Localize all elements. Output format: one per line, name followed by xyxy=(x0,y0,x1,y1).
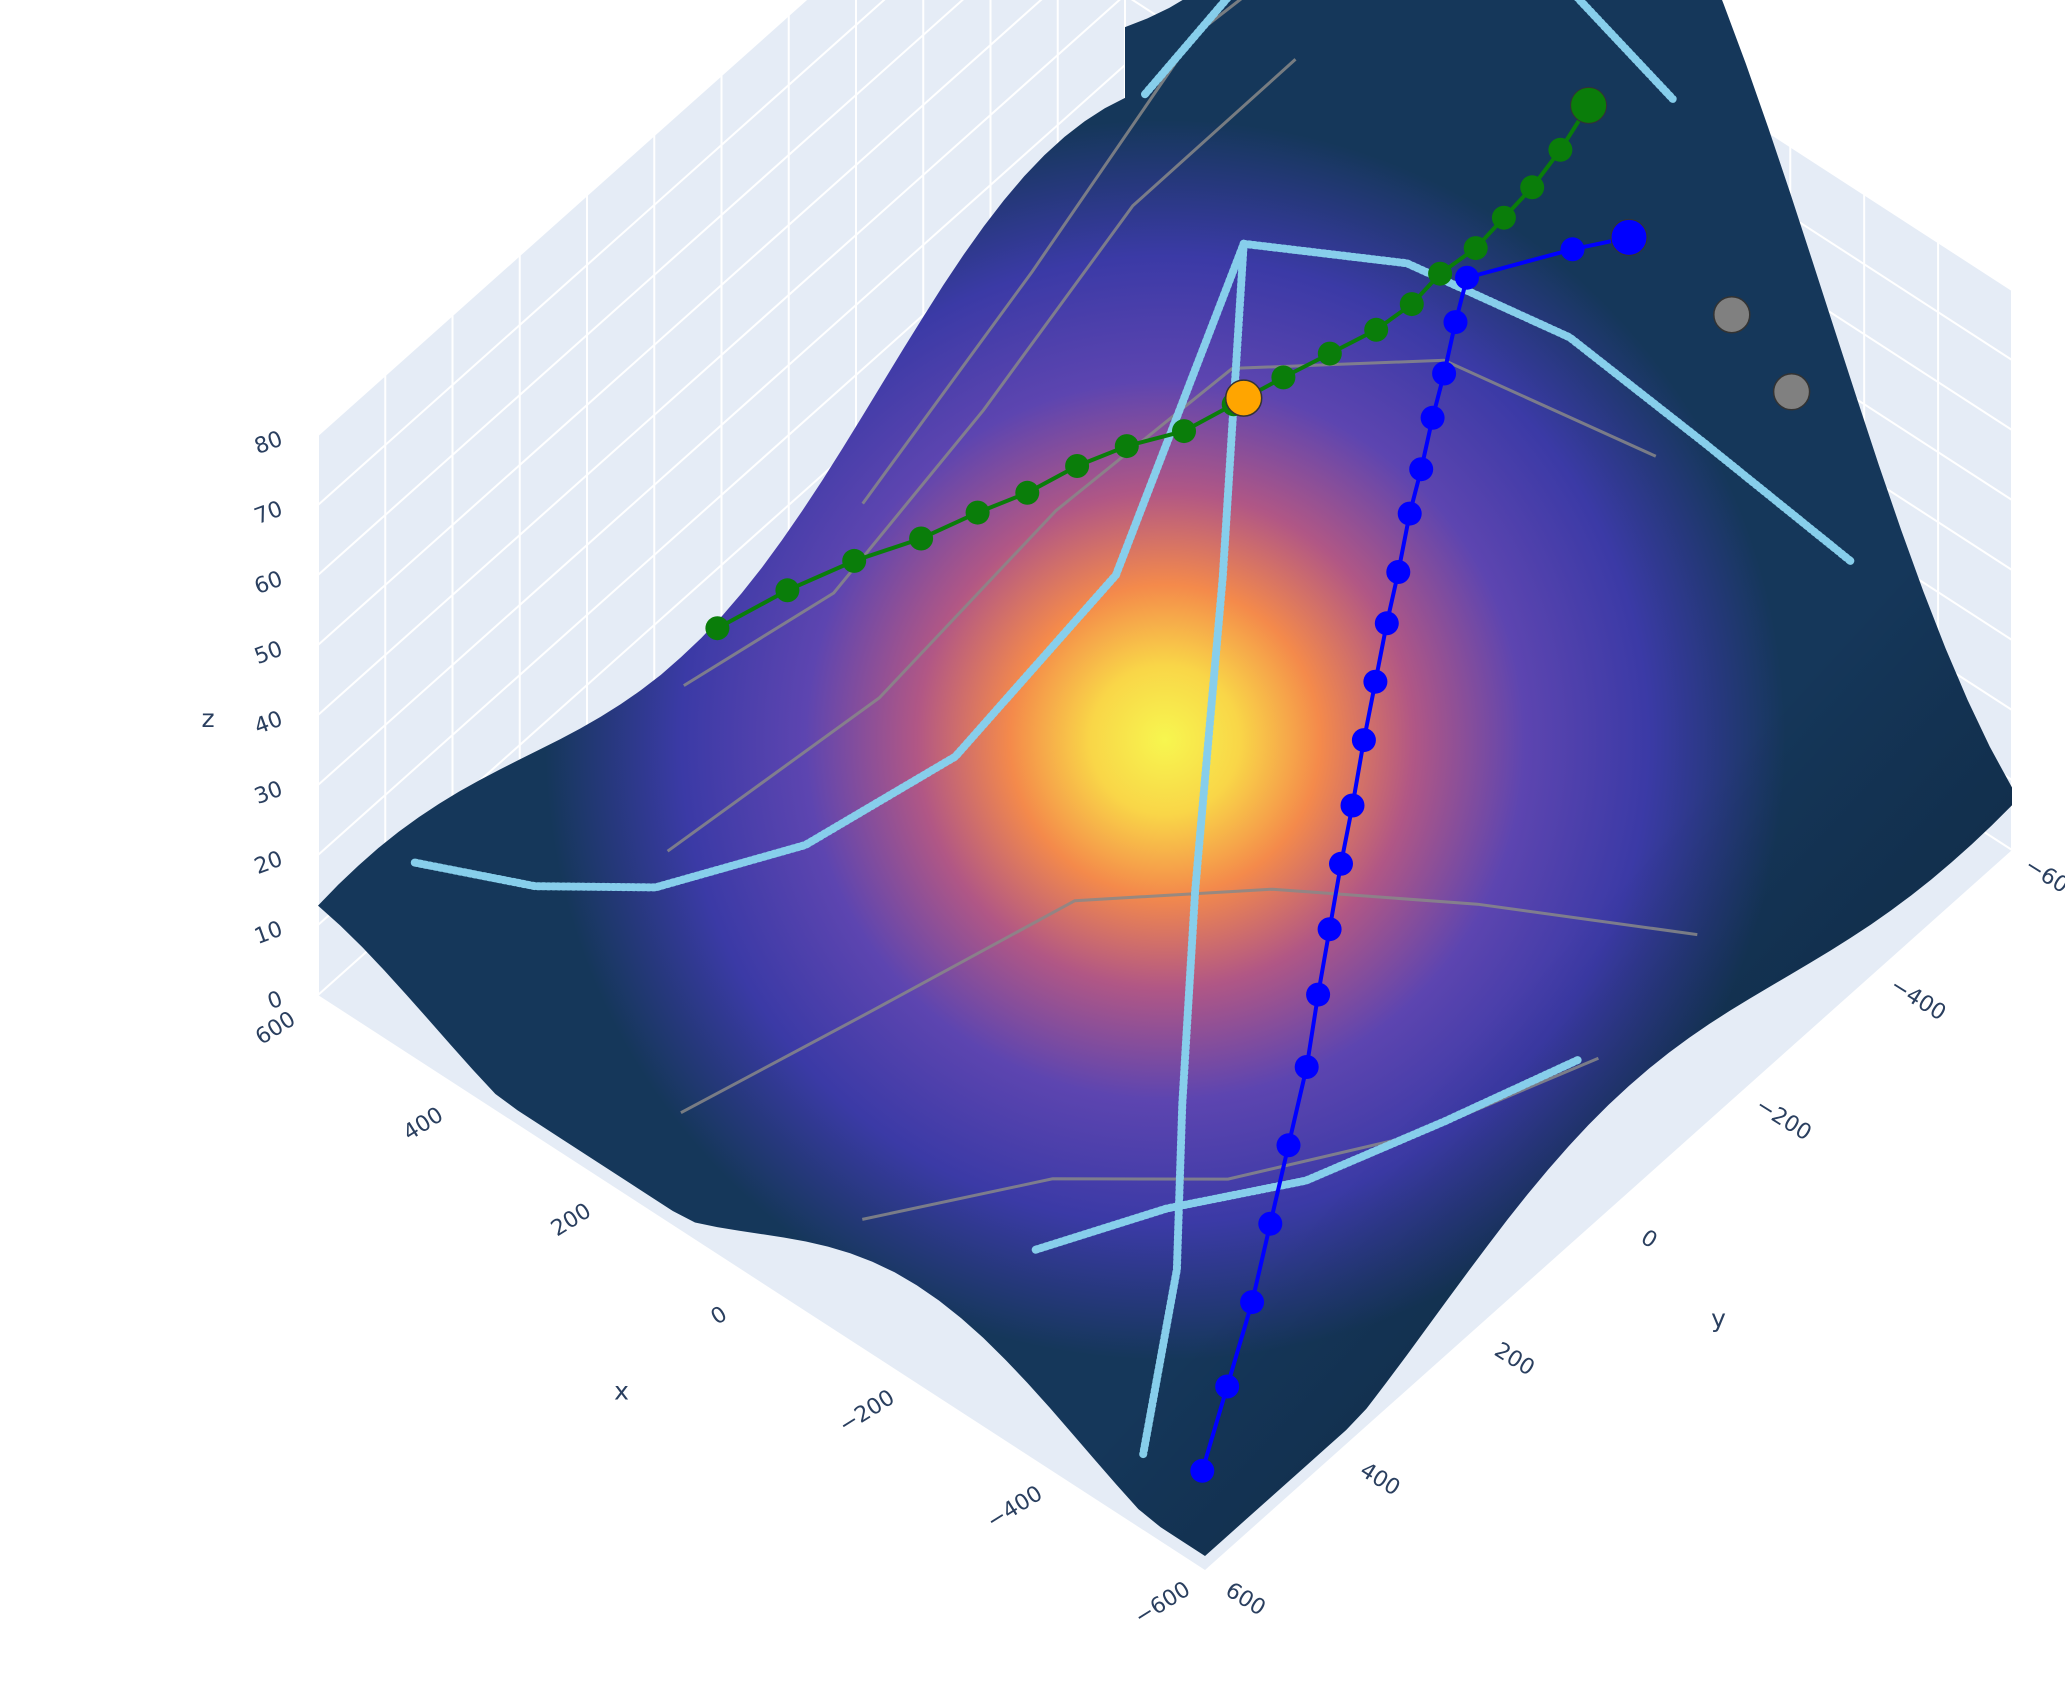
z-tick-label: 20 xyxy=(251,847,286,880)
stream-path-4 xyxy=(1141,0,1677,103)
trace-layer xyxy=(705,86,1811,1483)
blue-path-point[interactable] xyxy=(1374,611,1399,636)
blue-path-point[interactable] xyxy=(1386,560,1411,584)
x-tick-label: 400 xyxy=(399,1103,448,1146)
blue-path-point[interactable] xyxy=(1610,218,1648,256)
blue-path-point[interactable] xyxy=(1420,405,1445,430)
blue-path-point[interactable] xyxy=(1317,917,1342,942)
blue-path-point[interactable] xyxy=(1340,793,1365,818)
blue-path-point[interactable] xyxy=(1329,851,1353,876)
blue-path-point[interactable] xyxy=(1258,1211,1283,1236)
stream-path-0 xyxy=(410,239,1248,892)
green-path-point[interactable] xyxy=(842,548,867,573)
blue-path-point[interactable] xyxy=(1306,982,1331,1007)
z-tick-label: 60 xyxy=(251,567,286,600)
green-path-point[interactable] xyxy=(1428,261,1453,286)
y-tick-label: 0 xyxy=(1636,1225,1661,1254)
gray-trail-3 xyxy=(861,0,1243,505)
z-tick-label: 10 xyxy=(251,917,286,950)
gray-trail-1 xyxy=(680,887,1698,1115)
y-tick-label: 200 xyxy=(1490,1338,1539,1381)
blue-path-point[interactable] xyxy=(1409,457,1434,482)
green-path-point[interactable] xyxy=(705,616,730,641)
y-tick-label: −600 xyxy=(2020,853,2065,906)
z-tick-label: 40 xyxy=(251,707,286,740)
green-path-point[interactable] xyxy=(965,500,990,525)
gray-trail-0 xyxy=(666,358,1657,853)
x-tick-label: −400 xyxy=(983,1481,1048,1534)
blue-path-line xyxy=(1200,235,1630,1472)
stream-path-3 xyxy=(1031,1056,1582,1254)
y-tick-label: 600 xyxy=(1221,1578,1270,1621)
x-tick-label: −600 xyxy=(1130,1577,1195,1630)
blue-path-point[interactable] xyxy=(1294,1055,1319,1079)
gridline-z-left xyxy=(317,0,1121,716)
z-tick-label: 50 xyxy=(251,637,286,670)
x-axis-title: x xyxy=(614,1377,629,1406)
green-path-point[interactable] xyxy=(775,578,800,603)
green-path-point[interactable] xyxy=(1491,205,1516,230)
green-path-point[interactable] xyxy=(1548,137,1573,162)
x-tick-label: 200 xyxy=(547,1199,596,1242)
gridline-z-left xyxy=(317,0,808,436)
blue-path-point[interactable] xyxy=(1397,501,1422,526)
gridline-z-left xyxy=(317,0,964,576)
blue-path-point[interactable] xyxy=(1215,1374,1240,1399)
blue-path-point[interactable] xyxy=(1432,361,1457,386)
z-tick-label: 30 xyxy=(251,777,286,810)
z-tick-label: 0 xyxy=(264,987,286,1015)
blue-path-point[interactable] xyxy=(1363,669,1388,694)
y-axis-title: y xyxy=(1711,1304,1726,1333)
z-tick-label: 70 xyxy=(251,497,286,530)
green-path-point[interactable] xyxy=(1065,454,1090,478)
gray-trail-4 xyxy=(683,58,1297,687)
green-path-point[interactable] xyxy=(1463,236,1488,261)
blue-path-point[interactable] xyxy=(1351,728,1376,753)
y-tick-label: 400 xyxy=(1355,1458,1404,1501)
blue-path-point[interactable] xyxy=(1443,310,1468,335)
green-path-point[interactable] xyxy=(1317,341,1342,366)
stream-path-1 xyxy=(1139,239,1248,1459)
green-path-point[interactable] xyxy=(1271,365,1296,390)
orange-marker[interactable] xyxy=(1224,379,1263,417)
y-tick-label: −400 xyxy=(1886,973,1951,1026)
green-path-point[interactable] xyxy=(1172,419,1196,444)
z-axis-title: z xyxy=(201,704,214,733)
blue-path-point[interactable] xyxy=(1190,1458,1215,1483)
gray-marker[interactable] xyxy=(1713,295,1751,334)
green-path-point[interactable] xyxy=(1114,434,1139,459)
blue-path-point[interactable] xyxy=(1455,265,1479,290)
green-path-point[interactable] xyxy=(1570,86,1608,124)
gridline-z-left xyxy=(317,0,1043,646)
y-tick-label: −200 xyxy=(1751,1093,1816,1146)
terrain-shading xyxy=(318,0,2012,1556)
green-path-point[interactable] xyxy=(1520,175,1545,200)
blue-path-point[interactable] xyxy=(1240,1290,1265,1315)
green-path-point[interactable] xyxy=(1364,317,1389,342)
gridline-z-left xyxy=(317,0,886,506)
gray-marker[interactable] xyxy=(1772,373,1811,411)
blue-path-point[interactable] xyxy=(1560,237,1585,262)
z-tick-label: 80 xyxy=(251,427,286,460)
green-path-point[interactable] xyxy=(1015,480,1040,505)
blue-path-point[interactable] xyxy=(1276,1133,1301,1158)
surface xyxy=(318,0,2012,1556)
gridline-z-left xyxy=(317,64,1126,786)
green-path-point[interactable] xyxy=(1399,292,1424,317)
stream-path-2 xyxy=(1239,239,1856,567)
green-path-point[interactable] xyxy=(909,526,934,551)
x-tick-label: −200 xyxy=(835,1385,900,1438)
x-tick-label: 0 xyxy=(707,1302,732,1331)
